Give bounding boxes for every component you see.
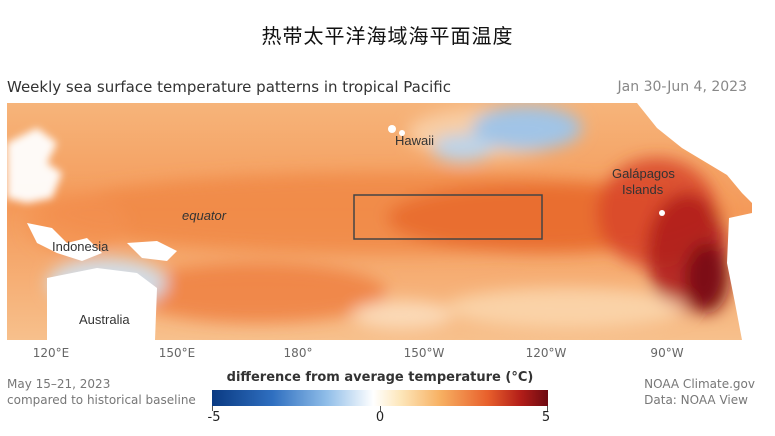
baseline-note: compared to historical baseline (7, 393, 196, 407)
footer-left: May 15–21, 2023 compared to historical b… (7, 376, 196, 408)
longitude-tick-label: 150°E (158, 346, 196, 360)
footer-right: NOAA Climate.gov Data: NOAA View (644, 376, 755, 408)
legend-min-label: -5 (207, 410, 221, 425)
longitude-tick-label: 150°W (403, 346, 445, 360)
longitude-tick-label: 120°E (32, 346, 70, 360)
label-indonesia: Indonesia (52, 239, 109, 254)
label-galapagos-islands: Islands (622, 182, 664, 197)
legend-tick (380, 406, 381, 411)
color-legend: difference from average temperature (°C)… (207, 370, 551, 430)
source-credit: NOAA Climate.gov (644, 377, 755, 391)
legend-max-label: 5 (541, 410, 551, 425)
week-label: May 15–21, 2023 (7, 377, 111, 391)
legend-tick (212, 406, 213, 411)
nino-region-box (353, 194, 543, 240)
anomaly-field (27, 106, 729, 329)
label-australia: Australia (79, 312, 130, 327)
label-galapagos: Galápagos (612, 166, 675, 181)
map-header: Weekly sea surface temperature patterns … (7, 78, 747, 102)
longitude-tick-label: 120°W (525, 346, 567, 360)
longitude-tick-label: 90°W (650, 346, 684, 360)
label-hawaii: Hawaii (395, 133, 434, 148)
page-title: 热带太平洋海域海平面温度 (261, 24, 514, 48)
longitude-axis: 120°E 150°E 180° 150°W 120°W 90°W (7, 346, 752, 364)
legend-tick (547, 406, 548, 411)
sst-map: Hawaii Galápagos Islands equator Indones… (7, 103, 752, 340)
legend-mid-label: 0 (375, 410, 385, 425)
legend-color-bar (212, 390, 548, 406)
map-title: Weekly sea surface temperature patterns … (7, 78, 451, 96)
sst-map-graphic: Hawaii Galápagos Islands equator Indones… (7, 103, 752, 340)
legend-title: difference from average temperature (°C) (226, 370, 534, 385)
date-range: Jan 30-Jun 4, 2023 (617, 79, 747, 95)
label-equator: equator (182, 208, 227, 223)
land-masses (7, 103, 752, 340)
longitude-tick-label: 180° (283, 346, 313, 360)
data-credit: Data: NOAA View (644, 393, 748, 407)
